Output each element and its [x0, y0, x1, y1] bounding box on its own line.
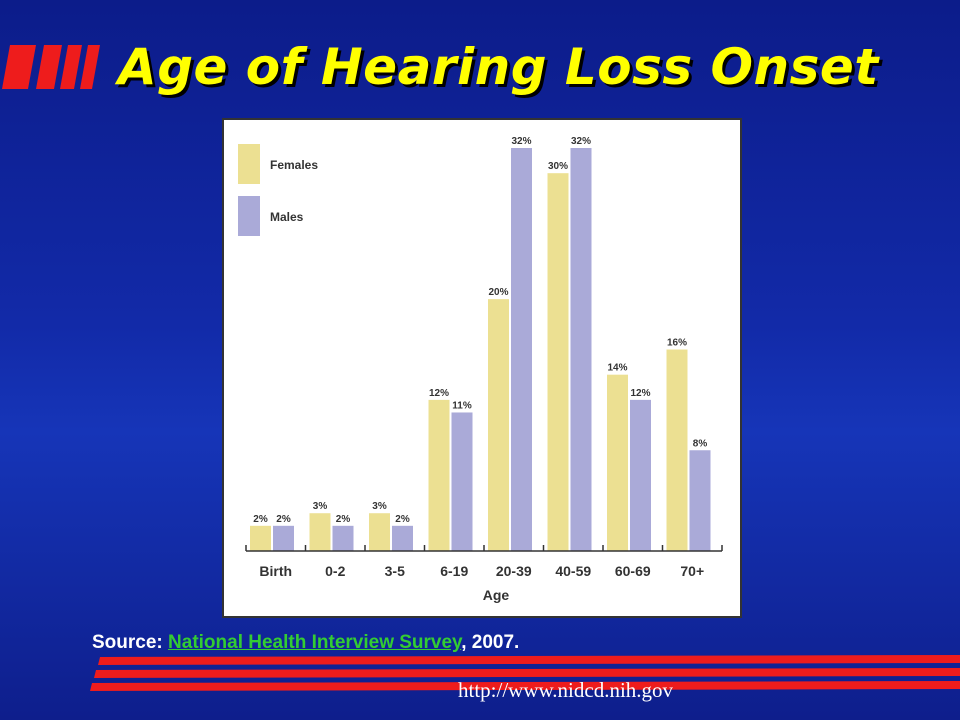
bar-females-6-19: [428, 399, 450, 551]
x-tick-label-Birth: Birth: [259, 563, 292, 579]
slide-title: Age of Hearing Loss Onset: [118, 38, 879, 96]
legend-swatch-females: [238, 144, 260, 184]
data-label-males-20-39: 32%: [511, 136, 531, 147]
bar-males-6-19: [451, 412, 473, 551]
data-label-males-0-2: 2%: [336, 514, 351, 525]
bar-females-Birth: [250, 525, 271, 551]
data-label-females-40-59: 30%: [548, 161, 568, 172]
red-bars-decoration: [2, 45, 100, 89]
x-tick-label-0-2: 0-2: [325, 563, 345, 579]
x-axis-label: Age: [483, 587, 510, 603]
bar-males-Birth: [273, 525, 294, 551]
bar-males-3-5: [392, 525, 413, 551]
bar-females-40-59: [547, 173, 569, 551]
legend-label-males: Males: [270, 210, 304, 224]
x-tick-label-20-39: 20-39: [496, 563, 532, 579]
data-label-females-6-19: 12%: [429, 388, 449, 399]
red-stripes-decoration: [90, 655, 960, 691]
bar-males-0-2: [332, 525, 354, 551]
bar-females-70+: [666, 349, 688, 551]
data-label-males-Birth: 2%: [276, 514, 291, 525]
chart-frame: [222, 118, 742, 618]
legend-swatch-males: [238, 196, 260, 236]
data-label-females-70+: 16%: [667, 338, 687, 349]
x-tick-label-6-19: 6-19: [440, 563, 468, 579]
source-suffix: , 2007.: [461, 632, 520, 653]
data-label-males-3-5: 2%: [395, 514, 410, 525]
source-link[interactable]: National Health Interview Survey: [168, 632, 462, 653]
x-tick-label-40-59: 40-59: [555, 563, 591, 579]
chart-panel: Females Males 2% 2% Birth 3% 2% 0-2 3% 2% 3-5 12% 11…: [222, 118, 742, 618]
bar-females-20-39: [488, 299, 509, 551]
bar-females-0-2: [309, 513, 331, 551]
bar-males-60-69: [630, 399, 651, 551]
data-label-females-0-2: 3%: [313, 501, 328, 512]
bar-males-70+: [689, 450, 711, 551]
data-label-males-6-19: 11%: [452, 400, 472, 411]
x-tick-label-3-5: 3-5: [385, 563, 405, 579]
x-tick-label-60-69: 60-69: [615, 563, 651, 579]
data-label-females-3-5: 3%: [372, 501, 387, 512]
bar-females-3-5: [369, 513, 390, 551]
data-label-males-40-59: 32%: [571, 136, 591, 147]
source-citation: Source: National Health Interview Survey…: [92, 632, 519, 654]
source-prefix: Source:: [92, 632, 169, 653]
data-label-females-60-69: 14%: [607, 363, 627, 374]
website-url: http://www.nidcd.nih.gov: [458, 678, 674, 702]
bar-females-60-69: [607, 374, 628, 551]
data-label-females-20-39: 20%: [488, 287, 508, 298]
x-tick-label-70+: 70+: [680, 563, 704, 579]
data-label-males-60-69: 12%: [630, 388, 650, 399]
bar-males-40-59: [570, 148, 592, 551]
data-label-females-Birth: 2%: [253, 514, 268, 525]
data-label-males-70+: 8%: [693, 438, 708, 449]
bar-males-20-39: [511, 148, 532, 551]
legend-label-females: Females: [270, 158, 318, 172]
